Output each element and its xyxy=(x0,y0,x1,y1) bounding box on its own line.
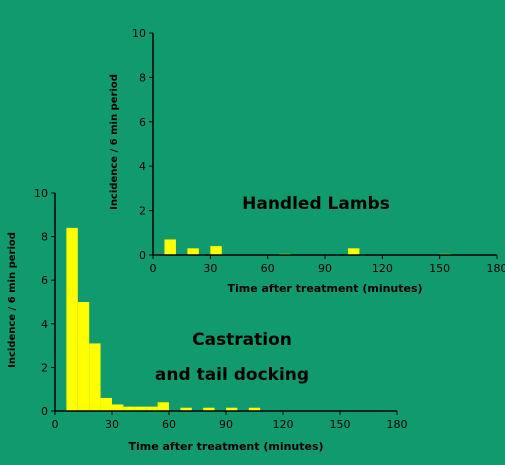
y-tick-label: 8 xyxy=(139,71,146,84)
bar xyxy=(203,407,215,411)
y-tick-label: 8 xyxy=(41,231,48,244)
y-tick-label: 4 xyxy=(139,160,146,173)
y-tick-label: 2 xyxy=(139,205,146,218)
bar xyxy=(146,406,158,411)
x-tick-label: 120 xyxy=(372,262,393,275)
bar xyxy=(187,248,199,255)
bar xyxy=(123,406,135,411)
bar xyxy=(100,397,112,411)
bar xyxy=(347,248,360,255)
y-tick-label: 6 xyxy=(41,274,48,287)
bar xyxy=(112,404,124,411)
x-tick-label: 120 xyxy=(273,418,294,431)
bar xyxy=(210,246,222,255)
castration-chart: 0 2 4 6 8 10 0 30 60 90 120 150 180 Time after treatm… xyxy=(7,187,408,453)
handled-lambs-chart: 0 2 4 6 8 10 0 30 60 90 120 150 180 Time after treatm… xyxy=(109,27,505,295)
chart-annotation-line-2: and tail docking xyxy=(155,365,309,385)
chart-annotation-line-1: Castration xyxy=(192,330,292,350)
x-tick-label: 30 xyxy=(203,262,217,275)
y-tick-label: 10 xyxy=(34,187,48,200)
bar xyxy=(157,402,169,411)
x-tick-label: 180 xyxy=(387,418,408,431)
y-tick-label: 0 xyxy=(41,405,48,418)
chart-annotation: Handled Lambs xyxy=(242,194,390,214)
bar xyxy=(226,407,238,411)
y-axis-title: Incidence / 6 min period xyxy=(7,232,18,368)
x-tick-label: 90 xyxy=(318,262,332,275)
bar xyxy=(66,227,78,411)
x-tick-label: 150 xyxy=(429,262,450,275)
x-axis-title: Time after treatment (minutes) xyxy=(227,282,422,295)
x-tick-label: 150 xyxy=(330,418,351,431)
bar xyxy=(89,343,101,411)
y-axis-title: Incidence / 6 min period xyxy=(109,74,120,210)
bar xyxy=(134,406,147,411)
y-tick-label: 6 xyxy=(139,116,146,129)
x-tick-label: 60 xyxy=(261,262,275,275)
x-tick-label: 90 xyxy=(219,418,233,431)
y-tick-label: 10 xyxy=(132,27,146,40)
x-tick-label: 180 xyxy=(487,262,505,275)
bar xyxy=(248,407,261,411)
x-axis-title: Time after treatment (minutes) xyxy=(128,440,323,453)
bar xyxy=(180,407,192,411)
bar xyxy=(164,239,176,255)
x-tick-label: 30 xyxy=(105,418,119,431)
x-tick-label: 0 xyxy=(150,262,157,275)
y-tick-label: 0 xyxy=(139,249,146,262)
x-tick-label: 0 xyxy=(52,418,59,431)
x-tick-label: 60 xyxy=(162,418,176,431)
y-tick-label: 4 xyxy=(41,318,48,331)
y-tick-label: 2 xyxy=(41,361,48,374)
bar xyxy=(77,302,90,411)
